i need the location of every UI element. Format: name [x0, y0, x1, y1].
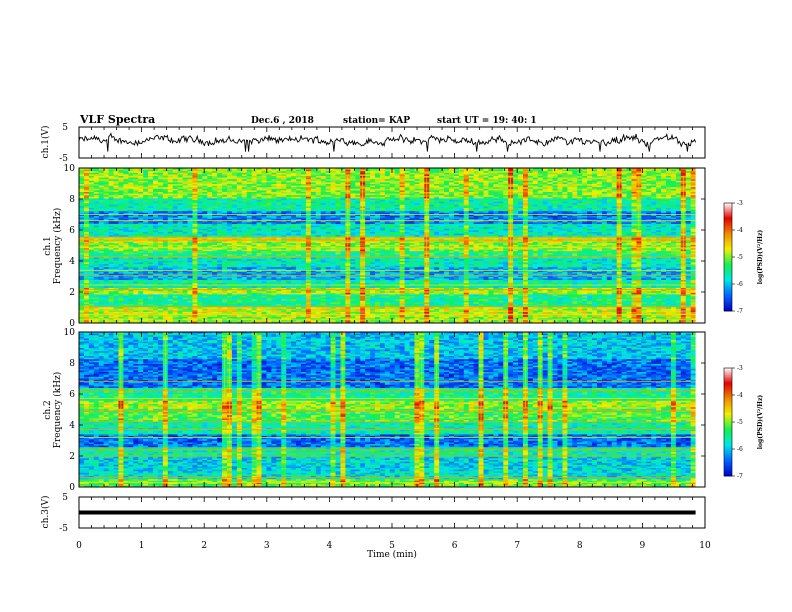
ch1-spectrogram-heatmap: [79, 168, 705, 324]
vlf-figure: VLF Spectra Dec.6 , 2018 station= KAP st…: [0, 0, 792, 612]
figure-title: VLF Spectra: [79, 113, 155, 126]
start-ut-label: start UT = 19: 40: 1: [437, 116, 537, 126]
ch1-waveform-panel: 5 -5 ch.1(V): [40, 123, 705, 164]
ch1-ytick-bottom: -5: [59, 154, 68, 164]
date-label: Dec.6 , 2018: [251, 116, 314, 126]
ch1-ytick-top: 5: [62, 123, 68, 133]
station-label: station= KAP: [343, 116, 410, 126]
ch1-ylabel: ch.1(V): [40, 126, 51, 159]
